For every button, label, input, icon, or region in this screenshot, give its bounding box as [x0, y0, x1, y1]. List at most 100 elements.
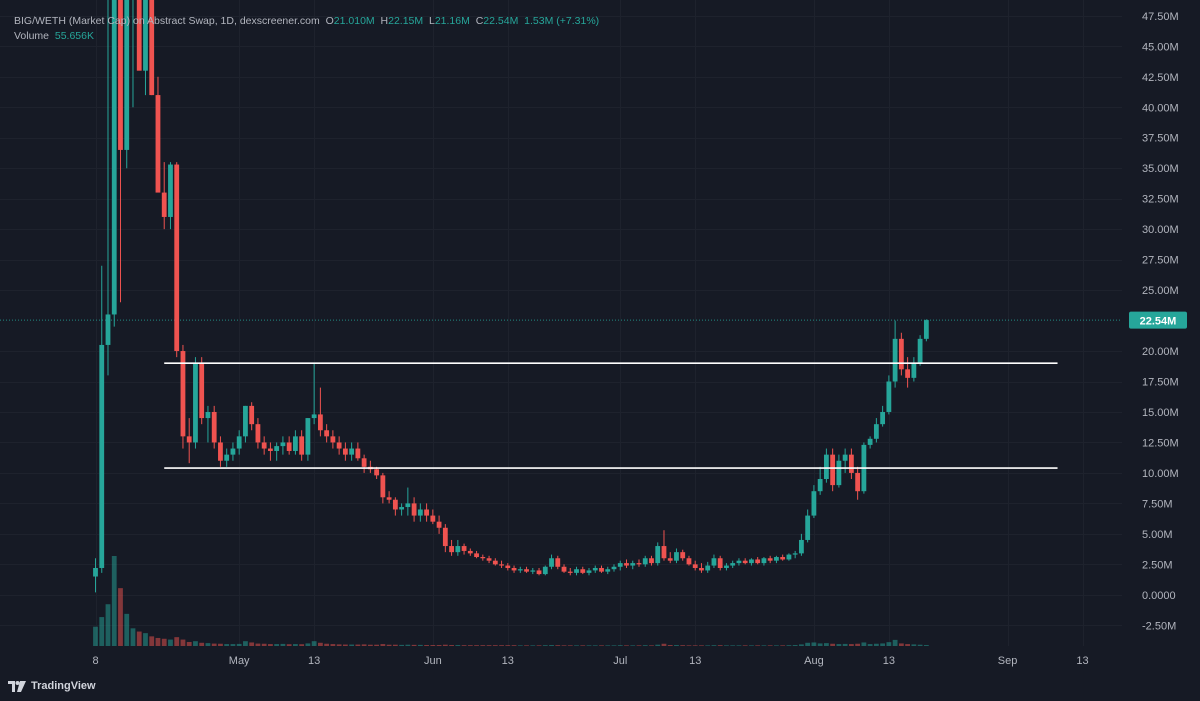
candle-body[interactable] [542, 566, 548, 575]
candle-body[interactable] [892, 338, 898, 382]
candle-body[interactable] [93, 567, 98, 577]
candle-body[interactable] [880, 411, 886, 425]
candle-body[interactable] [305, 418, 311, 455]
candle-body[interactable] [561, 566, 567, 572]
candle-body[interactable] [617, 563, 623, 567]
candle-body[interactable] [886, 381, 892, 412]
candle-body[interactable] [424, 509, 429, 516]
candle-body[interactable] [848, 454, 854, 473]
candle-body[interactable] [611, 566, 617, 570]
candle-body[interactable] [311, 414, 317, 419]
candle-body[interactable] [361, 458, 367, 467]
candle-body[interactable] [711, 558, 717, 566]
candle-body[interactable] [236, 436, 242, 449]
candle-body[interactable] [580, 569, 586, 573]
candle-body[interactable] [461, 546, 467, 551]
candle-body[interactable] [224, 454, 230, 461]
candle-body[interactable] [211, 411, 217, 443]
candle-body[interactable] [492, 560, 498, 565]
candle-body[interactable] [399, 507, 405, 510]
candle-body[interactable] [830, 454, 836, 486]
candle-body[interactable] [692, 564, 698, 568]
candle-body[interactable] [436, 521, 442, 528]
candle-body[interactable] [218, 442, 223, 461]
candle-body[interactable] [474, 553, 479, 558]
candle-body[interactable] [293, 436, 298, 451]
candle-body[interactable] [299, 436, 305, 455]
candle-body[interactable] [111, 0, 117, 315]
candle-body[interactable] [923, 320, 929, 339]
candle-body[interactable] [686, 558, 692, 565]
candle-body[interactable] [155, 95, 161, 193]
candle-body[interactable] [605, 569, 611, 572]
candle-body[interactable] [574, 569, 579, 573]
candle-body[interactable] [186, 436, 192, 443]
horizontal-levels[interactable] [164, 362, 1058, 469]
candle-body[interactable] [742, 560, 748, 564]
candle-body[interactable] [917, 338, 923, 364]
candle-body[interactable] [636, 563, 642, 565]
candle-body[interactable] [649, 558, 654, 564]
candle-body[interactable] [380, 475, 386, 498]
candle-body[interactable] [667, 558, 673, 561]
candle-body[interactable] [755, 559, 761, 564]
candle-body[interactable] [280, 442, 286, 447]
candle-body[interactable] [592, 567, 598, 571]
tradingview-logo[interactable]: TradingView [8, 680, 96, 692]
candle-body[interactable] [530, 570, 536, 572]
candle-body[interactable] [567, 571, 573, 573]
candle-body[interactable] [480, 557, 486, 559]
candle-body[interactable] [249, 405, 255, 425]
candle-body[interactable] [349, 448, 355, 455]
candle-body[interactable] [118, 0, 123, 150]
candle-body[interactable] [674, 552, 679, 561]
candle-body[interactable] [661, 546, 667, 559]
candle-body[interactable] [517, 569, 523, 571]
candle-body[interactable] [243, 405, 248, 437]
candle-body[interactable] [374, 469, 380, 476]
candle-body[interactable] [274, 446, 280, 451]
candle-body[interactable] [386, 497, 392, 500]
candle-body[interactable] [268, 448, 273, 451]
candle-body[interactable] [230, 448, 236, 455]
candle-body[interactable] [136, 0, 142, 71]
candle-body[interactable] [855, 472, 861, 492]
candle-body[interactable] [805, 515, 811, 540]
time-axis[interactable]: 8 May 13 Jun 13 Jul 13 Aug 13 Sep 13 [92, 655, 1088, 667]
price-axis[interactable]: 47.50M 45.00M 42.50M 40.00M 37.50M 35.00M 32.5… [1129, 11, 1187, 632]
candle-body[interactable] [586, 570, 592, 573]
candle-body[interactable] [336, 442, 342, 449]
candle-body[interactable] [724, 565, 729, 568]
candle-body[interactable] [736, 560, 742, 564]
candle-body[interactable] [524, 569, 529, 572]
candle-body[interactable] [392, 499, 398, 510]
candle-body[interactable] [417, 509, 423, 516]
candle-body[interactable] [905, 369, 911, 378]
candle-body[interactable] [355, 448, 361, 459]
candle-body[interactable] [467, 550, 473, 554]
candle-body[interactable] [799, 539, 804, 554]
candle-body[interactable] [549, 558, 554, 567]
candle-body[interactable] [817, 479, 823, 492]
candle-body[interactable] [199, 363, 205, 419]
candle-body[interactable] [149, 0, 155, 96]
candle-body[interactable] [642, 558, 648, 565]
candle-body[interactable] [442, 527, 448, 547]
candle-body[interactable] [555, 558, 561, 567]
candle-body[interactable] [911, 363, 917, 378]
candle-body[interactable] [680, 552, 686, 559]
candle-body[interactable] [780, 557, 786, 560]
candle-body[interactable] [536, 570, 542, 575]
candle-body[interactable] [161, 192, 167, 217]
candle-body[interactable] [99, 344, 105, 568]
candle-body[interactable] [455, 546, 461, 553]
candle-body[interactable] [873, 424, 879, 439]
candle-body[interactable] [749, 559, 754, 564]
candle-body[interactable] [867, 438, 873, 445]
candle-body[interactable] [174, 164, 180, 352]
candle-body[interactable] [767, 558, 773, 561]
candle-body[interactable] [168, 164, 173, 217]
candle-body[interactable] [143, 0, 148, 71]
candle-body[interactable] [405, 503, 411, 508]
